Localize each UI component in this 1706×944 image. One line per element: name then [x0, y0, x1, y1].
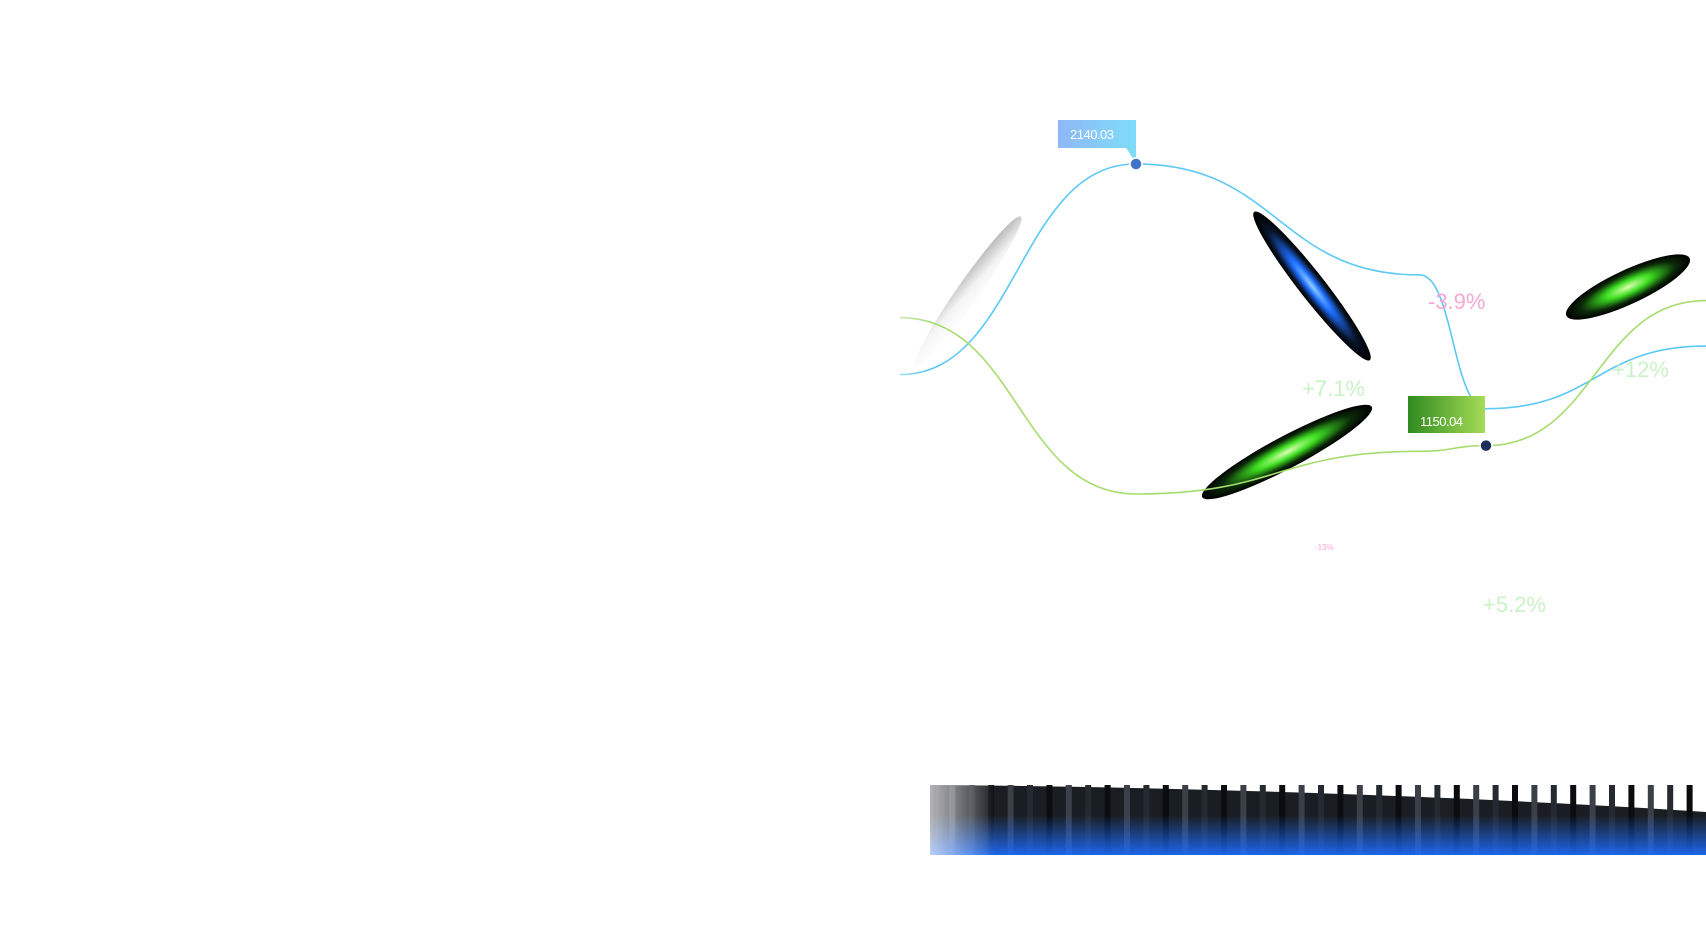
callout-green: 1150.04 [1408, 396, 1493, 453]
lens-ornaments [914, 211, 1691, 500]
percent-label-pos-5-2: +5.2% [1483, 592, 1546, 617]
callout-blue-value: 2140.03 [1070, 127, 1114, 142]
series-layer [899, 163, 1706, 495]
callout-green-marker [1479, 438, 1493, 453]
percent-label-pos-12: +12% [1612, 357, 1669, 382]
callout-blue: 2140.03 [1058, 120, 1143, 171]
percent-label-neg-13: -13% [1315, 543, 1334, 552]
series-line-2 [899, 299, 1706, 495]
callout-blue-tag [1058, 120, 1136, 163]
lens-grey [914, 216, 1022, 368]
series-line-1 [899, 163, 1706, 410]
lens-green-right [1565, 254, 1691, 320]
callout-green-tag [1408, 396, 1485, 433]
bar-floor [900, 780, 1706, 860]
percent-label-pos-7-1: +7.1% [1302, 376, 1365, 401]
callout-blue-marker [1129, 157, 1143, 171]
callout-green-value: 1150.04 [1420, 414, 1463, 429]
left-fade [860, 230, 930, 390]
percent-label-neg-3-9: -3.9% [1428, 289, 1485, 314]
lens-blue [1253, 211, 1371, 361]
percent-labels: -3.9% +7.1% +12% +5.2% -13% [1302, 289, 1669, 617]
bar-floor-fade [900, 780, 1706, 860]
lens-green-lower [1201, 404, 1373, 500]
